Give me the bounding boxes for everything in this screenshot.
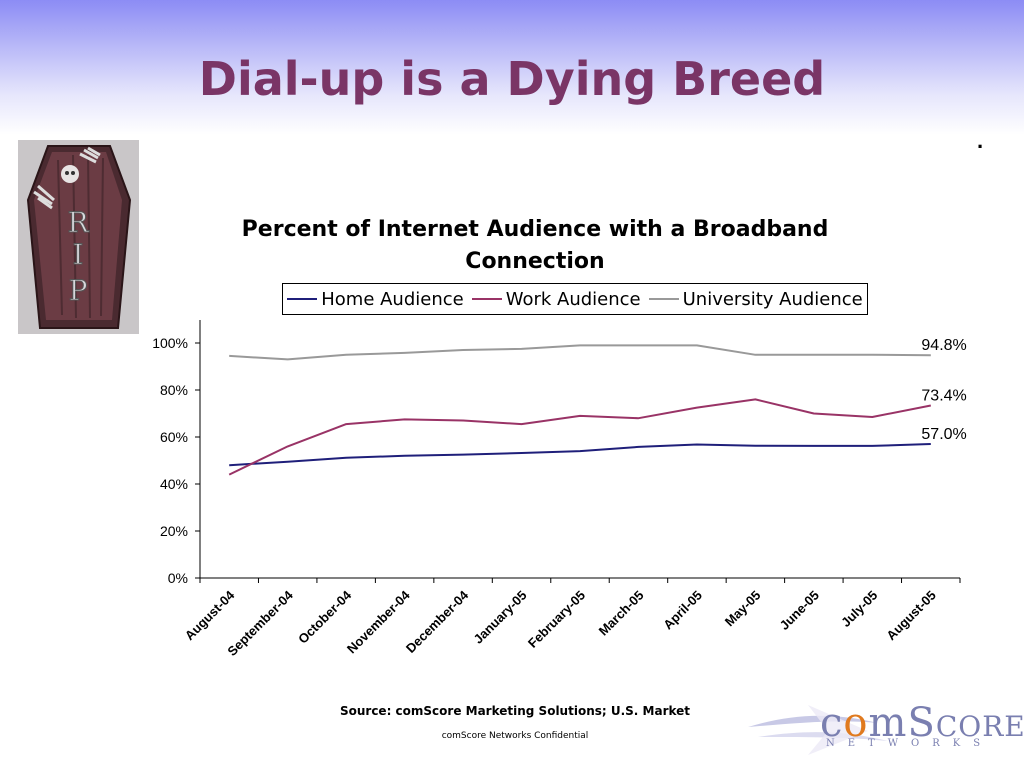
x-tick-label: August-05 — [883, 588, 939, 644]
legend-swatch-university — [648, 298, 679, 300]
comscore-logo-swoosh — [748, 705, 888, 755]
legend-item-home: Home Audience — [287, 288, 464, 310]
legend-item-work: Work Audience — [471, 288, 641, 310]
x-tick-label: December-04 — [403, 587, 472, 656]
legend-swatch-work — [471, 298, 502, 300]
logo-accent-letter: o — [843, 700, 869, 746]
svg-text:P: P — [69, 274, 88, 307]
legend-swatch-home — [287, 298, 318, 300]
x-tick-label: May-05 — [722, 588, 764, 630]
x-tick-label: July-05 — [838, 588, 880, 630]
x-tick-label: January-05 — [471, 588, 530, 647]
series-line-university-audience — [229, 344, 931, 361]
y-tick-label: 40% — [160, 476, 188, 492]
y-tick-label: 60% — [160, 429, 188, 445]
title-background — [0, 0, 1024, 135]
y-tick-label: 20% — [160, 523, 188, 539]
data-label-work-audience: 73.4% — [921, 388, 966, 405]
y-tick-label: 0% — [168, 570, 188, 586]
comscore-logo-text: comScore — [820, 700, 1024, 746]
legend-item-university: University Audience — [648, 288, 863, 310]
chart-title: Percent of Internet Audience with a Broa… — [241, 217, 829, 274]
legend-label-university: University Audience — [682, 288, 863, 310]
y-tick-label: 80% — [160, 382, 188, 398]
y-tick-label: 100% — [152, 335, 188, 351]
rip-coffin-image: R I P — [18, 140, 139, 334]
stray-mark: . — [977, 128, 984, 153]
x-tick-label: March-05 — [596, 588, 647, 639]
data-label-university-audience: 94.8% — [921, 337, 966, 354]
confidential-note: comScore Networks Confidential — [441, 731, 589, 741]
legend-label-work: Work Audience — [505, 288, 641, 310]
svg-text:I: I — [72, 238, 83, 271]
x-tick-label: August-04 — [182, 587, 238, 643]
series-line-home-audience — [229, 443, 931, 467]
slide-title: Dial-up is a Dying Breed — [198, 52, 826, 106]
series-line-work-audience — [228, 398, 931, 476]
data-label-home-audience: 57.0% — [921, 426, 966, 443]
x-tick-label: October-04 — [295, 587, 355, 647]
rip-inscription: R — [67, 206, 89, 239]
x-tick-label: April-05 — [660, 588, 705, 633]
x-tick-label: February-05 — [525, 588, 588, 651]
source-note: Source: comScore Marketing Solutions; U.… — [339, 704, 691, 718]
comscore-logo-subtext: NETWORKS — [826, 738, 994, 749]
x-tick-label: June-05 — [777, 588, 822, 633]
chart-legend: Home Audience Work Audience University A… — [282, 283, 868, 315]
legend-label-home: Home Audience — [321, 288, 464, 310]
